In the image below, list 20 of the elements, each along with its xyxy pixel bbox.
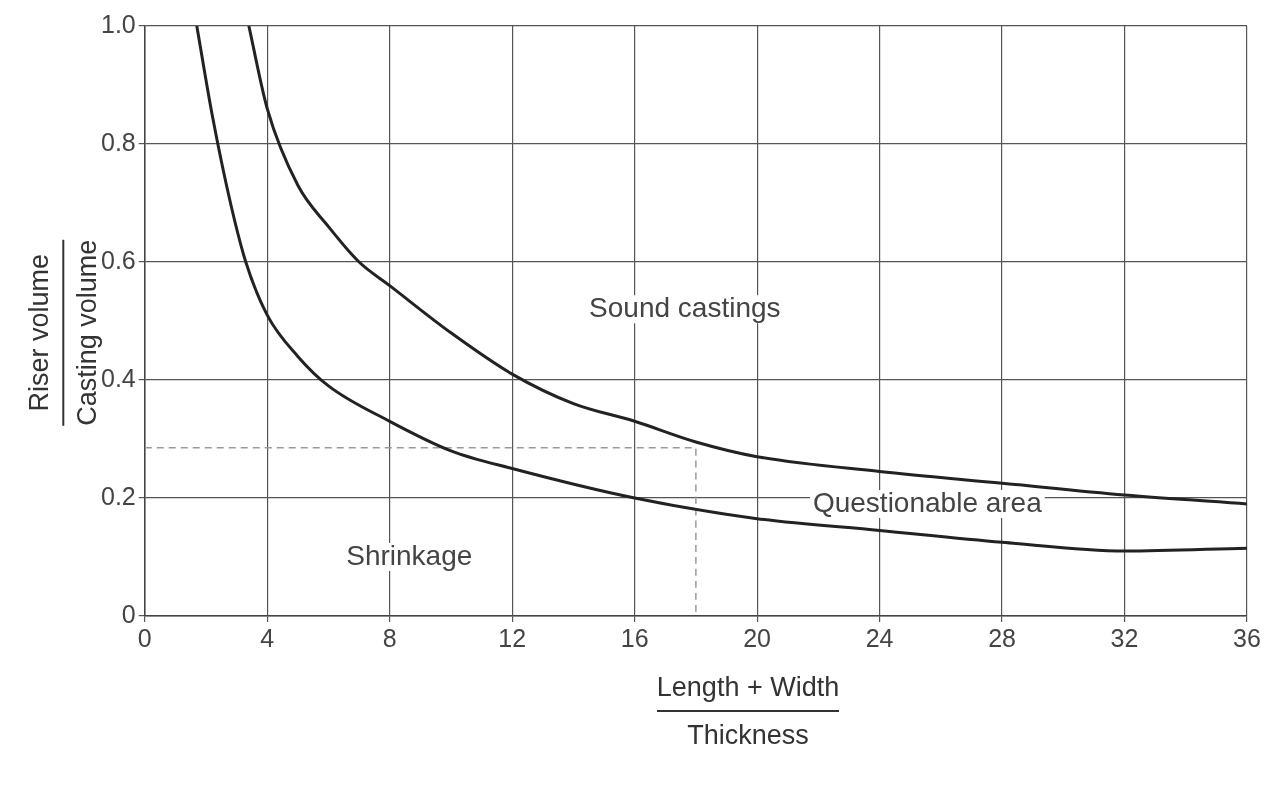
x-tick-label: 24 (865, 623, 894, 652)
y-tick-label: 0 (121, 599, 136, 628)
x-axis-title: Length + Width Thickness (656, 671, 840, 752)
y-tick-label: 0.6 (100, 245, 136, 274)
x-tick-label: 4 (260, 623, 275, 652)
x-tick-label: 28 (988, 623, 1016, 652)
y-tick-label: 0.2 (100, 481, 136, 510)
y-tick-label: 0.8 (100, 127, 136, 156)
x-tick-label: 16 (620, 623, 649, 652)
x-tick-label: 8 (382, 623, 397, 652)
annotation: Questionable area (812, 486, 1043, 518)
x-tick-label: 12 (498, 623, 527, 652)
x-tick-label: 32 (1110, 623, 1139, 652)
x-tick-label: 20 (743, 623, 772, 652)
annotation: Sound castings (589, 291, 781, 323)
y-tick-label: 1.0 (100, 9, 136, 38)
x-tick-label: 36 (1233, 623, 1261, 652)
annotation: Shrinkage (346, 539, 473, 571)
y-tick-label: 0.4 (100, 363, 136, 392)
y-axis-title: Riser volume Casting volume (23, 239, 102, 427)
